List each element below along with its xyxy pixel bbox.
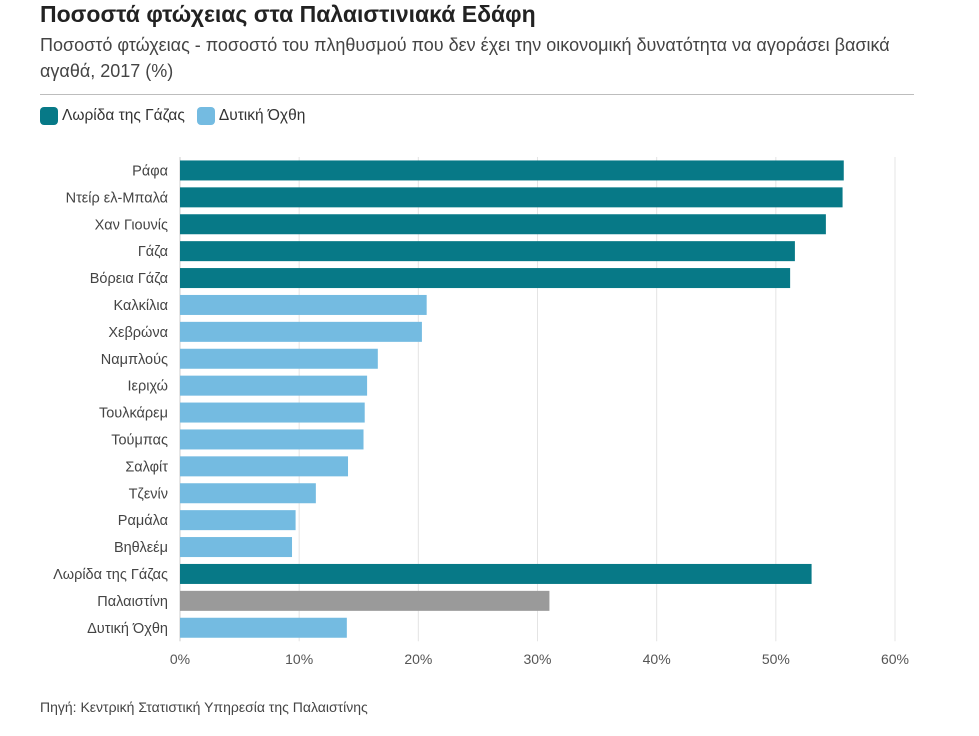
category-label: Βόρεια Γάζα bbox=[90, 271, 168, 287]
bar[interactable] bbox=[180, 375, 368, 396]
legend-item-westbank[interactable]: Δυτική Όχθη bbox=[196, 107, 306, 125]
category-label: Βηθλεέμ bbox=[114, 540, 168, 556]
bar-chart: 0% 10% 20% 30% 40% 50% 60% Ράφα Ντείρ ελ-Μπαλά Χα… bbox=[53, 157, 909, 667]
source-note: Πηγή: Κεντρική Στατιστική Υπηρεσία της Π… bbox=[40, 699, 368, 715]
chart-title: Ποσοστά φτώχειας στα Παλαιστινιακά Εδάφη bbox=[40, 1, 536, 27]
category-label: Γάζα bbox=[138, 244, 168, 260]
bar[interactable] bbox=[180, 160, 844, 181]
category-label: Παλαιστίνη bbox=[97, 594, 168, 610]
x-tick-label: 30% bbox=[523, 651, 551, 667]
chart-legend: Λωρίδα της Γάζας Δυτική Όχθη bbox=[40, 107, 317, 125]
bar[interactable] bbox=[180, 510, 296, 531]
x-tick-label: 10% bbox=[285, 651, 313, 667]
category-label: Ναμπλούς bbox=[101, 352, 168, 368]
header-divider bbox=[40, 94, 914, 95]
chart-subtitle: Ποσοστό φτώχειας - ποσοστό του πληθυσμού… bbox=[40, 35, 890, 81]
bar[interactable] bbox=[180, 214, 826, 235]
category-label: Τζενίν bbox=[129, 486, 168, 502]
category-label: Χεβρώνα bbox=[108, 325, 168, 341]
category-label: Ιεριχώ bbox=[127, 379, 168, 395]
x-tick-label: 50% bbox=[762, 651, 790, 667]
bar[interactable] bbox=[180, 294, 427, 315]
bar[interactable] bbox=[180, 537, 293, 558]
bar[interactable] bbox=[180, 456, 349, 477]
x-tick-label: 40% bbox=[643, 651, 671, 667]
bar[interactable] bbox=[180, 268, 791, 289]
category-label: Δυτική Όχθη bbox=[87, 621, 168, 637]
category-label: Ντείρ ελ-Μπαλά bbox=[66, 190, 168, 206]
category-label: Καλκίλια bbox=[114, 298, 168, 314]
legend-swatch-gaza bbox=[40, 107, 58, 125]
x-tick-label: 60% bbox=[881, 651, 909, 667]
category-label: Λωρίδα της Γάζας bbox=[53, 567, 168, 583]
bar[interactable] bbox=[180, 429, 364, 450]
bar[interactable] bbox=[180, 617, 347, 638]
category-label: Ραμάλα bbox=[118, 513, 168, 529]
x-tick-label: 0% bbox=[170, 651, 190, 667]
bar[interactable] bbox=[180, 187, 843, 208]
bar[interactable] bbox=[180, 402, 365, 423]
category-label: Τούμπας bbox=[111, 432, 168, 448]
bar[interactable] bbox=[180, 348, 378, 369]
bar[interactable] bbox=[180, 563, 812, 584]
category-label: Τουλκάρεμ bbox=[99, 406, 168, 422]
legend-label-westbank: Δυτική Όχθη bbox=[218, 107, 306, 124]
legend-item-gaza[interactable]: Λωρίδα της Γάζας bbox=[40, 107, 185, 125]
category-label: Σαλφίτ bbox=[125, 459, 168, 475]
bar[interactable] bbox=[180, 483, 316, 504]
bar[interactable] bbox=[180, 321, 422, 342]
bar[interactable] bbox=[180, 241, 795, 262]
x-tick-label: 20% bbox=[404, 651, 432, 667]
category-label: Ράφα bbox=[132, 163, 168, 179]
category-label: Χαν Γιουνίς bbox=[95, 217, 168, 233]
legend-swatch-westbank bbox=[196, 107, 215, 125]
legend-label-gaza: Λωρίδα της Γάζας bbox=[62, 107, 185, 124]
bar[interactable] bbox=[180, 590, 550, 611]
